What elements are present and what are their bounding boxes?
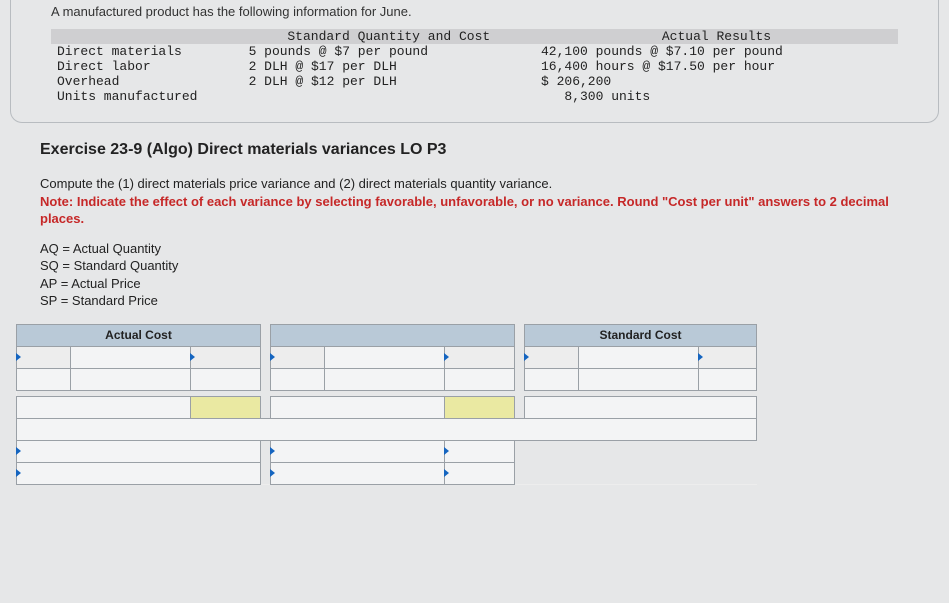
flex-times (325, 368, 445, 390)
full-span-row (17, 418, 757, 440)
info-header-row: Standard Quantity and Cost Actual Result… (51, 29, 898, 44)
full-span-cell[interactable] (17, 418, 757, 440)
standard-amount[interactable] (579, 346, 699, 368)
gap-cell (261, 440, 271, 462)
legend-block: AQ = Actual Quantity SQ = Standard Quant… (40, 240, 909, 310)
exercise-title: Exercise 23-9 (Algo) Direct materials va… (40, 141, 949, 159)
standard-price-value[interactable] (699, 368, 757, 390)
standard-qty-value[interactable] (525, 368, 579, 390)
standard-qty-input[interactable] (525, 346, 579, 368)
row-actual-text: 16,400 hours @ $17.50 per hour (541, 59, 775, 74)
row-standard: 2 DLH @ $17 per DLH (243, 59, 535, 74)
info-row: Direct materials 5 pounds @ $7 per pound… (51, 44, 898, 59)
gap-cell (515, 368, 525, 390)
actual-price-value[interactable] (191, 368, 261, 390)
qty-variance-label[interactable] (17, 462, 261, 484)
intro-text: A manufactured product has the following… (51, 4, 898, 19)
flex-qty-input[interactable] (271, 346, 325, 368)
legend-line: AP = Actual Price (40, 275, 909, 293)
gap-cell (525, 462, 757, 484)
row-actual-text: 42,100 pounds @ $7.10 per pound (541, 44, 783, 59)
row-label: Overhead (51, 74, 243, 89)
info-row: Units manufactured 8,300 units (51, 89, 898, 104)
standard-price-input[interactable] (699, 346, 757, 368)
info-col-standard: Standard Quantity and Cost (243, 29, 535, 44)
row-actual: $ 206,200 (535, 74, 898, 89)
row-standard: 2 DLH @ $12 per DLH (243, 74, 535, 89)
flex-total[interactable] (271, 396, 445, 418)
gap-cell (261, 368, 271, 390)
middle-header (271, 324, 515, 346)
info-col-label (51, 29, 243, 44)
actual-total-tag[interactable] (191, 396, 261, 418)
gap-cell (515, 324, 525, 346)
note-text: Note: Indicate the effect of each varian… (40, 194, 889, 227)
row-actual: 8,300 units (535, 89, 898, 104)
price-variance-fu[interactable] (445, 440, 515, 462)
flex-price-value[interactable] (445, 368, 515, 390)
legend-line: SP = Standard Price (40, 292, 909, 310)
standard-cost-header: Standard Cost (525, 324, 757, 346)
compute-text: Compute the (1) direct materials price v… (40, 176, 552, 191)
actual-price-input[interactable] (191, 346, 261, 368)
variance-row (17, 462, 757, 484)
totals-row (17, 396, 757, 418)
qty-variance-amount[interactable] (271, 462, 445, 484)
compute-block: Compute the (1) direct materials price v… (40, 175, 909, 228)
price-variance-label[interactable] (17, 440, 261, 462)
flex-total-tag[interactable] (445, 396, 515, 418)
gap-cell (525, 440, 757, 462)
actual-amount[interactable] (71, 346, 191, 368)
answer-grid-wrap: Actual Cost Standard Cost (16, 324, 933, 485)
gap-cell (515, 462, 525, 484)
row-actual: 16,400 hours @ $17.50 per hour (535, 59, 898, 74)
actual-qty-input[interactable] (17, 346, 71, 368)
actual-times (71, 368, 191, 390)
gap-cell (261, 346, 271, 368)
standard-times (579, 368, 699, 390)
row-actual: 42,100 pounds @ $7.10 per pound (535, 44, 898, 59)
actual-qty-value[interactable] (17, 368, 71, 390)
flex-amount[interactable] (325, 346, 445, 368)
row-label: Units manufactured (51, 89, 243, 104)
qty-variance-fu[interactable] (445, 462, 515, 484)
gap-cell (515, 346, 525, 368)
price-variance-amount[interactable] (271, 440, 445, 462)
actual-total[interactable] (17, 396, 191, 418)
input-row (17, 346, 757, 368)
question-box: A manufactured product has the following… (10, 0, 939, 123)
input-row (17, 368, 757, 390)
gap-cell (515, 440, 525, 462)
legend-line: AQ = Actual Quantity (40, 240, 909, 258)
info-table: Standard Quantity and Cost Actual Result… (51, 29, 898, 104)
gap-cell (261, 324, 271, 346)
answer-header-row: Actual Cost Standard Cost (17, 324, 757, 346)
row-label: Direct materials (51, 44, 243, 59)
row-label: Direct labor (51, 59, 243, 74)
variance-row (17, 440, 757, 462)
flex-price-input[interactable] (445, 346, 515, 368)
flex-qty-value[interactable] (271, 368, 325, 390)
gap-cell (261, 462, 271, 484)
info-col-actual: Actual Results (535, 29, 898, 44)
actual-cost-header: Actual Cost (17, 324, 261, 346)
row-standard: 5 pounds @ $7 per pound (243, 44, 535, 59)
gap-cell (515, 396, 525, 418)
answer-grid: Actual Cost Standard Cost (16, 324, 757, 485)
legend-line: SQ = Standard Quantity (40, 257, 909, 275)
info-row: Overhead 2 DLH @ $12 per DLH $ 206,200 (51, 74, 898, 89)
standard-total[interactable] (525, 396, 757, 418)
info-row: Direct labor 2 DLH @ $17 per DLH 16,400 … (51, 59, 898, 74)
gap-cell (261, 396, 271, 418)
row-standard (243, 89, 535, 104)
